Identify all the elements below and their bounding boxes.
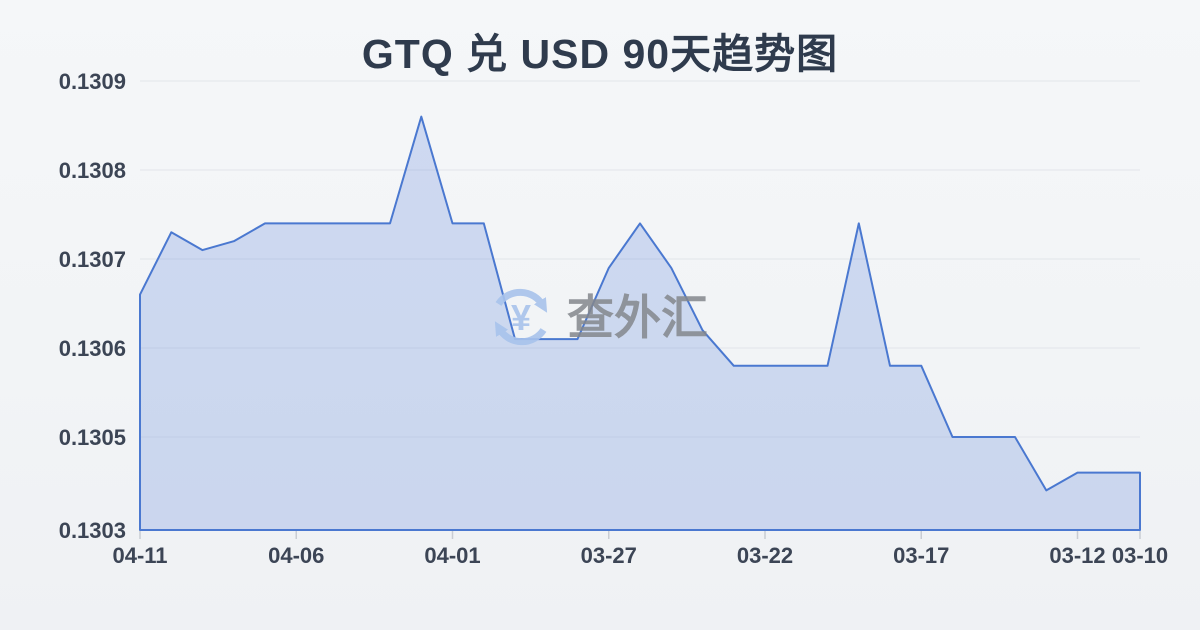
y-axis-label: 0.1309 [59, 69, 126, 94]
x-axis-label: 03-17 [893, 543, 949, 568]
x-axis-label: 04-06 [268, 543, 324, 568]
y-axis-label: 0.1308 [59, 158, 126, 183]
x-axis-label: 03-22 [737, 543, 793, 568]
x-axis-label: 03-10 [1112, 543, 1168, 568]
y-axis-label: 0.1305 [59, 425, 126, 450]
x-axis-label: 03-27 [581, 543, 637, 568]
page-title: GTQ 兑 USD 90天趋势图 [361, 31, 839, 77]
price-area-series[interactable] [139, 115, 1141, 531]
y-axis-label: 0.1306 [59, 336, 126, 361]
y-axis-label: 0.1307 [59, 247, 126, 272]
y-axis-label: 0.1303 [59, 518, 126, 543]
x-axis-label: 04-11 [112, 543, 167, 568]
x-axis-label: 03-12 [1049, 543, 1105, 568]
x-axis-label: 04-01 [424, 543, 480, 568]
